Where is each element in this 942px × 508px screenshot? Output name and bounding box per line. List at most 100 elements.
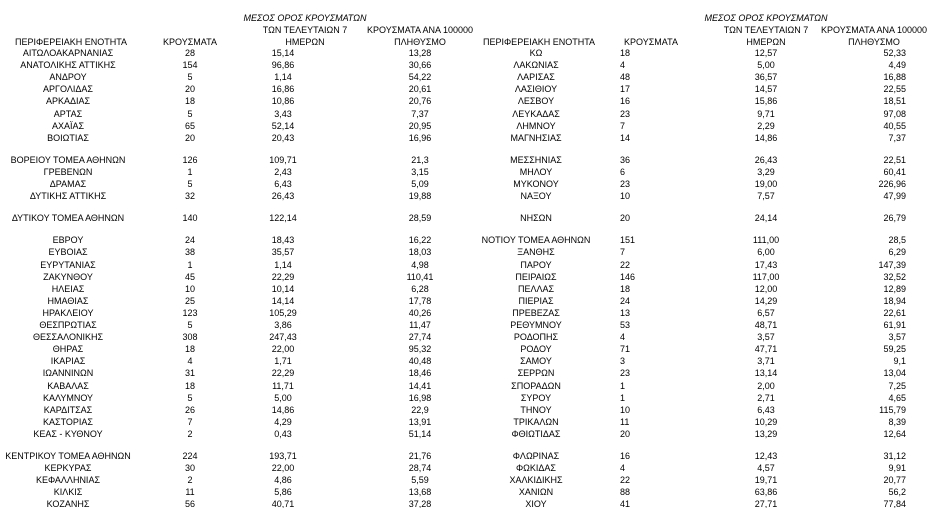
seven-day-average: 52,14 bbox=[271, 120, 295, 131]
region-name: ΣΠΟΡΑΔΩΝ bbox=[511, 380, 561, 391]
cases: 10 bbox=[620, 404, 631, 415]
seven-day-average: 15,14 bbox=[271, 48, 295, 58]
cases: 36 bbox=[620, 154, 631, 165]
cases: 30 bbox=[184, 463, 195, 474]
cases-per-100k: 40,48 bbox=[408, 356, 432, 367]
cases: 18 bbox=[184, 380, 195, 391]
region-name: ΚΕΦΑΛΛΗΝΙΑΣ bbox=[35, 475, 101, 486]
cases: 5 bbox=[187, 320, 193, 330]
cases-per-100k: 5,09 bbox=[411, 179, 429, 189]
region-name: ΤΗΝΟΥ bbox=[520, 404, 552, 415]
cases-per-100k: 22,9 bbox=[411, 404, 429, 415]
seven-day-average: 22,29 bbox=[271, 271, 295, 282]
cases-per-100k: 95,32 bbox=[408, 344, 432, 355]
seven-day-average: 3,57 bbox=[757, 332, 775, 343]
region-name: ΝΟΤΙΟΥ ΤΟΜΕΑ ΑΘΗΝΩΝ bbox=[481, 235, 591, 246]
region-name: ΧΙΟΥ bbox=[525, 499, 547, 508]
cases: 20 bbox=[184, 84, 195, 95]
cases-per-100k: 7,37 bbox=[888, 132, 906, 143]
cases-per-100k: 6,28 bbox=[411, 283, 429, 294]
cases-per-100k: 21,3 bbox=[411, 154, 429, 165]
seven-day-average: 14,86 bbox=[754, 132, 778, 143]
cases: 18 bbox=[184, 344, 195, 355]
region-name: ΕΥΡΥΤΑΝΙΑΣ bbox=[40, 259, 96, 270]
seven-day-average: 20,43 bbox=[271, 132, 295, 143]
cases: 5 bbox=[187, 72, 193, 83]
seven-day-average: 3,29 bbox=[757, 166, 775, 177]
cases-per-100k: 13,68 bbox=[408, 487, 432, 498]
region-name: ΚΑΛΥΜΝΟΥ bbox=[42, 392, 94, 403]
region-name: ΑΙΤΩΛΟΑΚΑΡΝΑΝΙΑΣ bbox=[22, 48, 114, 58]
cases-per-100k: 56,2 bbox=[888, 487, 906, 498]
region-name: ΞΑΝΘΗΣ bbox=[517, 247, 555, 258]
cases: 20 bbox=[620, 428, 631, 439]
cases: 146 bbox=[620, 271, 636, 282]
cases: 23 bbox=[620, 368, 631, 379]
seven-day-average: 5,00 bbox=[274, 392, 292, 403]
cases-per-100k: 37,28 bbox=[408, 499, 432, 508]
cases-per-100k: 22,55 bbox=[883, 84, 906, 95]
cases-per-100k: 4,98 bbox=[411, 259, 429, 270]
cases-per-100k: 20,76 bbox=[408, 96, 432, 107]
seven-day-average: 111,00 bbox=[752, 235, 780, 246]
cases-per-100k: 3,15 bbox=[411, 166, 429, 177]
seven-day-average: 109,71 bbox=[269, 154, 297, 165]
cases: 20 bbox=[620, 213, 631, 224]
region-name: ΠΕΛΛΑΣ bbox=[517, 283, 555, 294]
cases-per-100k: 18,94 bbox=[883, 295, 906, 306]
column-header: ΜΕΣΟΣ ΟΡΟΣ ΚΡΟΥΣΜΑΤΩΝ bbox=[704, 13, 828, 23]
cases-per-100k: 40,26 bbox=[408, 307, 432, 318]
seven-day-average: 15,86 bbox=[754, 96, 778, 107]
seven-day-average: 22,00 bbox=[271, 463, 295, 474]
region-name: ΡΟΔΟΠΗΣ bbox=[513, 332, 559, 343]
cases-per-100k: 115,79 bbox=[879, 404, 906, 415]
column-header: ΗΜΕΡΩΝ bbox=[285, 37, 325, 47]
region-name: ΜΗΛΟΥ bbox=[519, 166, 553, 177]
region-name: ΗΛΕΙΑΣ bbox=[51, 283, 85, 294]
seven-day-average: 96,86 bbox=[271, 60, 295, 71]
region-name: ΚΙΛΚΙΣ bbox=[53, 487, 83, 498]
cases-per-100k: 52,33 bbox=[883, 48, 906, 58]
cases: 48 bbox=[620, 72, 631, 83]
cases-per-100k: 8,39 bbox=[888, 416, 906, 427]
cases: 224 bbox=[182, 451, 198, 461]
cases: 24 bbox=[620, 295, 631, 306]
seven-day-average: 117,00 bbox=[752, 271, 780, 282]
cases-per-100k: 16,88 bbox=[883, 72, 906, 83]
seven-day-average: 3,86 bbox=[274, 320, 292, 330]
cases-per-100k: 9,1 bbox=[893, 356, 906, 367]
cases-per-100k: 22,51 bbox=[883, 154, 906, 165]
cases: 17 bbox=[620, 84, 631, 95]
seven-day-average: 4,57 bbox=[757, 463, 775, 474]
cases-per-100k: 13,28 bbox=[408, 48, 432, 58]
cases-per-100k: 61,91 bbox=[883, 320, 906, 330]
seven-day-average: 1,14 bbox=[274, 259, 292, 270]
region-name: ΛΑΡΙΣΑΣ bbox=[517, 72, 555, 83]
cases: 7 bbox=[620, 247, 626, 258]
region-name: ΚΑΡΔΙΤΣΑΣ bbox=[43, 404, 93, 415]
seven-day-average: 6,43 bbox=[274, 179, 292, 189]
region-name: ΕΥΒΟΙΑΣ bbox=[48, 247, 88, 258]
cases: 18 bbox=[184, 96, 195, 107]
seven-day-average: 5,86 bbox=[274, 487, 292, 498]
seven-day-average: 0,43 bbox=[274, 428, 292, 439]
region-name: ΦΘΙΩΤΙΔΑΣ bbox=[511, 428, 561, 439]
region-name: ΖΑΚΥΝΘΟΥ bbox=[43, 271, 93, 282]
seven-day-average: 10,14 bbox=[271, 283, 295, 294]
seven-day-average: 26,43 bbox=[271, 191, 295, 202]
seven-day-average: 9,71 bbox=[757, 108, 775, 119]
seven-day-average: 11,71 bbox=[272, 380, 294, 391]
cases-per-100k: 18,51 bbox=[883, 96, 906, 107]
cases: 140 bbox=[182, 213, 198, 224]
cases: 23 bbox=[620, 108, 631, 119]
cases: 4 bbox=[620, 332, 626, 343]
seven-day-average: 2,00 bbox=[757, 380, 775, 391]
cases: 20 bbox=[184, 132, 195, 143]
cases: 151 bbox=[620, 235, 636, 246]
seven-day-average: 18,43 bbox=[271, 235, 295, 246]
cases: 11 bbox=[620, 416, 630, 427]
seven-day-average: 48,71 bbox=[754, 320, 778, 330]
column-header: ΚΡΟΥΣΜΑΤΑ ΑΝΑ 100000 bbox=[367, 25, 473, 35]
cases-per-100k: 7,25 bbox=[888, 380, 906, 391]
cases: 22 bbox=[620, 259, 631, 270]
